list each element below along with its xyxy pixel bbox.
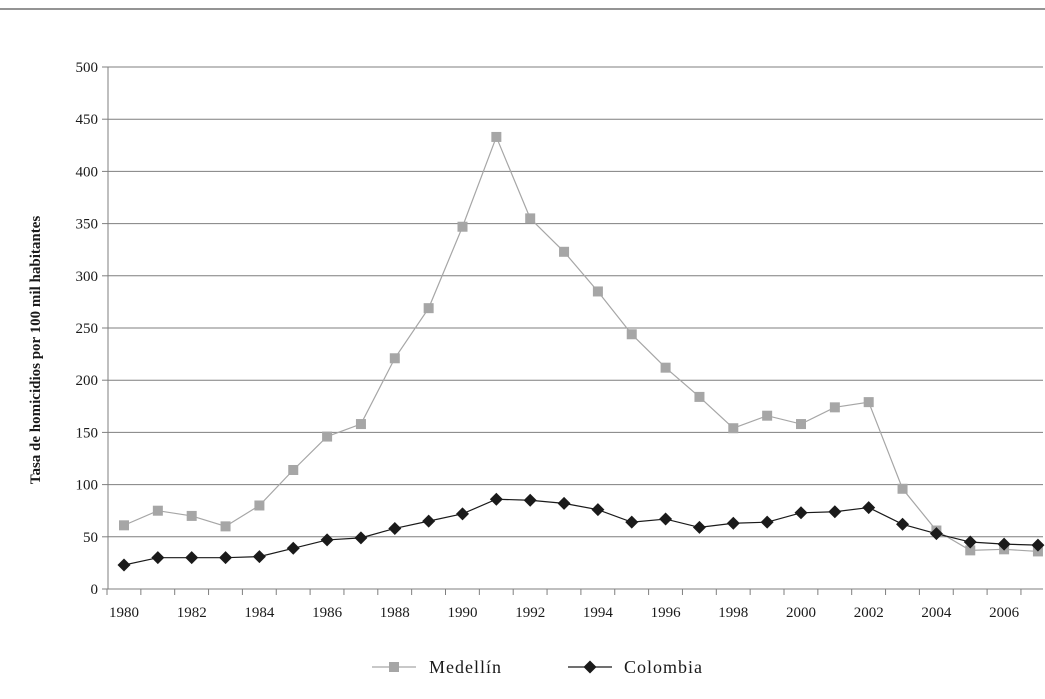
y-tick-label-50: 50 [83, 530, 98, 546]
legend-label-colombia: Colombia [624, 657, 703, 677]
data-point-medellín-1983 [220, 521, 231, 532]
data-point-colombia-1980 [117, 558, 131, 572]
x-tick-label-1990: 1990 [448, 605, 478, 621]
data-point-medellín-2003 [897, 483, 908, 494]
data-point-medellín-1990 [457, 221, 468, 232]
y-tick-label-400: 400 [76, 164, 99, 180]
legend-marker [583, 660, 597, 674]
data-point-colombia-1999 [760, 515, 774, 529]
x-tick-label-1980: 1980 [109, 605, 139, 621]
data-point-colombia-1991 [489, 492, 503, 506]
data-point-colombia-1982 [185, 551, 199, 565]
series-line-medellín [123, 135, 1038, 553]
y-tick-label-450: 450 [76, 112, 99, 128]
legend-marker [389, 662, 399, 672]
y-tick-label-500: 500 [76, 60, 99, 76]
series-line-colombia [123, 498, 1038, 566]
x-tick-label-2004: 2004 [921, 605, 952, 621]
data-point-colombia-1987 [354, 531, 368, 545]
series [117, 131, 1045, 572]
data-point-colombia-1983 [219, 551, 233, 565]
data-point-colombia-1985 [286, 541, 300, 555]
data-point-medellín-1992 [525, 213, 536, 224]
legend-item-medellín: Medellín [372, 657, 502, 677]
data-point-medellín-1988 [389, 353, 400, 364]
x-tick-label-1986: 1986 [312, 605, 343, 621]
x-tick-label-2002: 2002 [854, 605, 884, 621]
data-point-medellín-1987 [355, 419, 366, 430]
data-point-colombia-2001 [828, 505, 842, 519]
data-point-colombia-1989 [422, 514, 436, 528]
data-point-colombia-2004 [929, 527, 943, 541]
data-point-colombia-2006 [997, 537, 1011, 551]
y-tick-label-350: 350 [76, 217, 99, 233]
data-point-medellín-1998 [728, 423, 739, 434]
gridlines [108, 66, 1043, 538]
x-tick-label-2006: 2006 [989, 605, 1020, 621]
data-point-colombia-1981 [151, 551, 165, 565]
data-point-colombia-1998 [726, 516, 740, 530]
data-point-medellín-1986 [322, 431, 333, 442]
data-point-colombia-1996 [659, 512, 673, 526]
data-point-medellín-1982 [186, 510, 197, 521]
legend-label-medellín: Medellín [429, 657, 502, 677]
data-point-medellín-1991 [491, 131, 502, 142]
data-point-medellín-2002 [863, 397, 874, 408]
data-point-colombia-1997 [692, 520, 706, 534]
y-tick-label-150: 150 [76, 425, 99, 441]
data-point-medellín-2005 [965, 545, 976, 556]
y-tick-label-300: 300 [76, 269, 99, 285]
data-point-medellín-2001 [829, 402, 840, 413]
series-colombia [117, 492, 1045, 572]
data-point-medellín-1985 [288, 464, 299, 475]
data-point-colombia-1990 [456, 507, 469, 521]
data-point-medellín-1997 [694, 391, 705, 402]
data-point-colombia-1992 [523, 493, 537, 507]
y-tick-label-100: 100 [76, 478, 99, 494]
data-point-medellín-1980 [119, 520, 129, 531]
data-point-colombia-2007 [1031, 538, 1045, 552]
data-point-colombia-2000 [794, 506, 808, 520]
data-point-colombia-2002 [862, 501, 876, 515]
y-tick-label-0: 0 [91, 582, 99, 598]
data-point-colombia-1994 [591, 503, 605, 517]
data-point-colombia-1988 [388, 521, 402, 535]
data-point-colombia-1995 [625, 515, 639, 529]
data-point-medellín-1996 [660, 362, 671, 373]
data-point-medellín-1995 [626, 329, 637, 340]
x-tick-label-1982: 1982 [177, 605, 207, 621]
tick-labels: 0 50 100 150 200 250 300 350 400 450 500 1980 1982 19… [76, 60, 1020, 621]
data-point-colombia-1993 [557, 496, 571, 510]
legend: Medellín Colombia [372, 657, 703, 677]
x-tick-label-1996: 1996 [651, 605, 682, 621]
data-point-colombia-2003 [896, 517, 910, 531]
x-tick-label-1988: 1988 [380, 605, 410, 621]
y-tick-label-250: 250 [76, 321, 99, 337]
data-point-medellín-1989 [423, 303, 434, 314]
series-medellín [119, 131, 1043, 557]
legend-item-colombia: Colombia [568, 657, 703, 677]
data-point-medellín-2000 [796, 419, 806, 430]
data-point-colombia-1986 [320, 533, 334, 547]
data-point-medellín-1993 [559, 246, 570, 257]
axes [102, 66, 1043, 595]
y-axis-label: Tasa de homicidios por 100 mil habitante… [28, 216, 44, 485]
x-tick-label-1994: 1994 [583, 605, 614, 621]
data-point-medellín-1999 [762, 410, 773, 421]
data-point-medellín-1994 [592, 286, 603, 297]
x-tick-label-1992: 1992 [515, 605, 545, 621]
x-tick-label-1998: 1998 [718, 605, 748, 621]
data-point-colombia-2005 [963, 535, 977, 549]
data-point-colombia-1984 [252, 550, 266, 564]
data-point-medellín-1981 [152, 505, 163, 516]
x-tick-label-2000: 2000 [786, 605, 816, 621]
data-point-medellín-1984 [254, 500, 265, 511]
x-tick-label-1984: 1984 [244, 605, 275, 621]
y-tick-label-200: 200 [76, 373, 99, 389]
